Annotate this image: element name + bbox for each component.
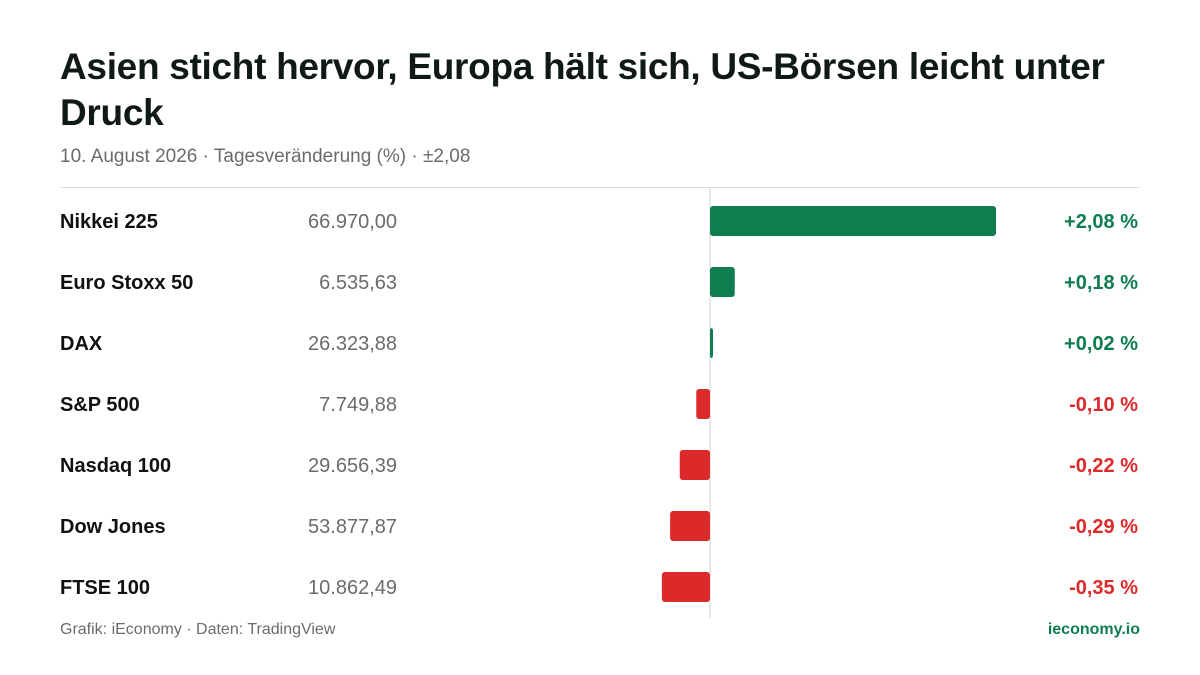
index-name-label: FTSE 100 [60, 577, 150, 599]
index-name-label: Euro Stoxx 50 [60, 272, 193, 294]
index-level-label: 53.877,87 [308, 516, 397, 538]
change-value-label: +0,18 % [1064, 272, 1138, 294]
index-level-label: 26.323,88 [308, 333, 397, 355]
index-level-label: 29.656,39 [308, 455, 397, 477]
index-name-label: Nikkei 225 [60, 211, 158, 233]
index-level-label: 66.970,00 [308, 211, 397, 233]
index-level-label: 10.862,49 [308, 577, 397, 599]
index-name-label: Nasdaq 100 [60, 455, 171, 477]
change-value-label: -0,22 % [1069, 455, 1138, 477]
index-level-label: 6.535,63 [319, 272, 397, 294]
change-value-label: -0,10 % [1069, 394, 1138, 416]
index-name-label: DAX [60, 333, 103, 355]
brand-link[interactable]: ieconomy.io [1047, 621, 1140, 638]
change-value-label: +0,02 % [1064, 333, 1138, 355]
source-note: Grafik: iEconomy · Daten: TradingView [60, 621, 336, 638]
bar [670, 511, 710, 541]
bar-chart: Nikkei 225 66.970,00 +2,08 % Euro Stoxx 50 6… [60, 188, 1138, 618]
bar [710, 267, 735, 297]
bar [710, 206, 996, 236]
change-value-label: -0,29 % [1069, 516, 1138, 538]
header-divider [60, 187, 1140, 188]
bar [661, 572, 710, 602]
index-level-label: 7.749,88 [319, 394, 397, 416]
bar [679, 450, 710, 480]
change-value-label: +2,08 % [1064, 211, 1138, 233]
index-name-label: Dow Jones [60, 516, 166, 538]
chart-subtitle: 10. August 2026 · Tagesveränderung (%) ·… [60, 146, 471, 167]
change-value-label: -0,35 % [1069, 577, 1138, 599]
index-name-label: S&P 500 [60, 394, 140, 416]
bar [696, 389, 710, 419]
chart-title: Asien sticht hervor, Europa hält sich, U… [60, 46, 1105, 133]
bar [710, 328, 713, 358]
